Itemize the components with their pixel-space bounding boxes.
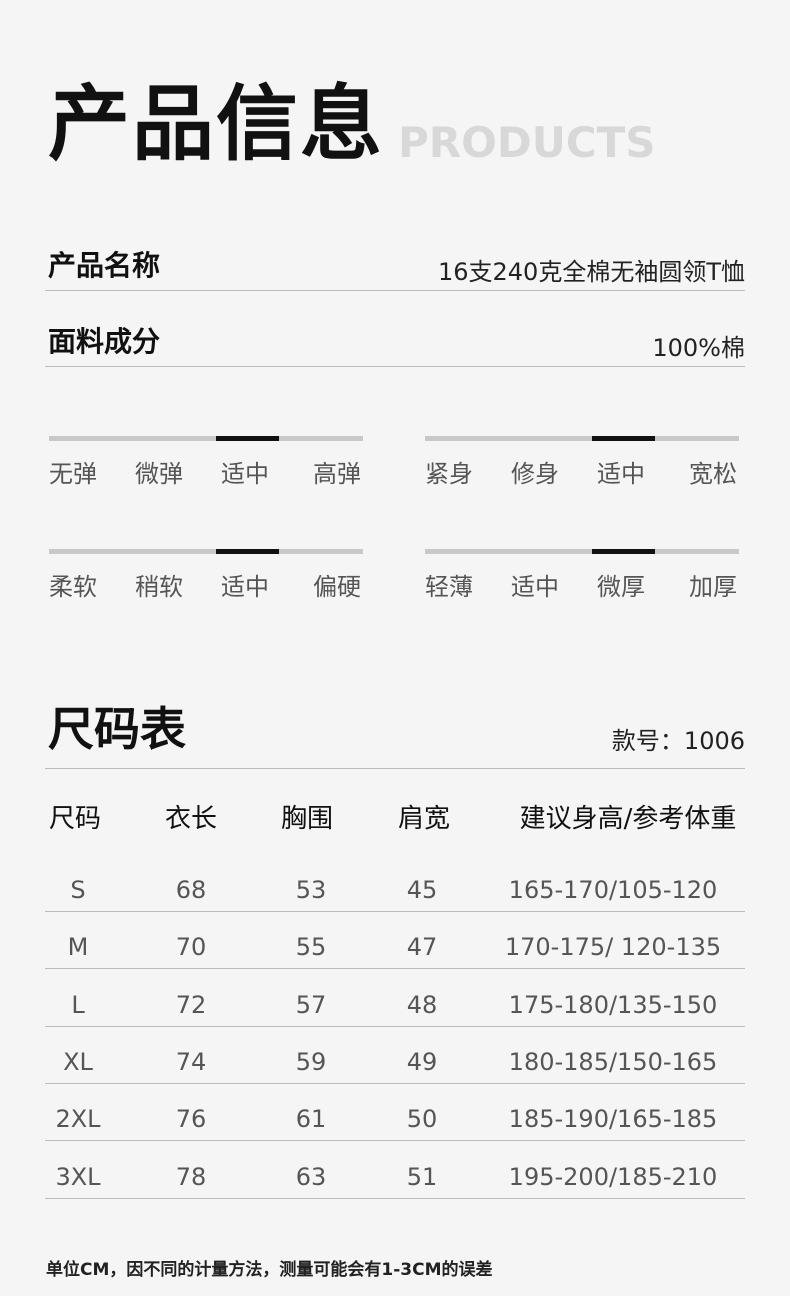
table-cell: 61	[295, 1105, 327, 1134]
table-cell: 55	[295, 933, 327, 962]
table-cell: 170-175/ 120-135	[504, 933, 722, 962]
table-cell: 180-185/150-165	[508, 1047, 718, 1076]
table-cell: 51	[406, 1162, 438, 1191]
scale-option: 微弹	[135, 460, 183, 488]
table-cell: 53	[295, 876, 327, 904]
scale-track	[425, 549, 739, 554]
scale-option: 适中	[511, 573, 559, 601]
scale-selected	[592, 549, 655, 554]
table-cell: 70	[175, 933, 207, 962]
table-cell: 45	[406, 876, 438, 904]
page-title: 产品信息	[48, 77, 385, 172]
scale-track	[49, 436, 363, 441]
info-label: 面料成分	[48, 325, 161, 358]
scale-selected	[592, 436, 655, 441]
table-title: 尺码表	[48, 702, 186, 756]
scale-option: 修身	[511, 460, 559, 488]
row-divider	[45, 1025, 745, 1027]
table-cell: 63	[295, 1162, 327, 1191]
table-cell: 78	[175, 1162, 207, 1191]
divider	[45, 366, 745, 367]
scale-option: 加厚	[689, 573, 737, 601]
scale-option: 适中	[597, 460, 645, 488]
row-divider	[45, 968, 745, 970]
footnote: 单位CM，因不同的计量方法，测量可能会有1-3CM的误差	[46, 1260, 493, 1280]
scale-track	[49, 549, 363, 554]
scale-option: 高弹	[313, 460, 361, 488]
style-number: 款号：1006	[611, 727, 745, 755]
scale-option: 紧身	[425, 460, 473, 488]
table-cell: 50	[406, 1105, 438, 1134]
scale-option: 偏硬	[313, 573, 361, 601]
table-cell: 68	[175, 876, 207, 904]
table-cell: S	[70, 876, 86, 904]
scale-option: 适中	[221, 573, 269, 601]
divider	[45, 768, 745, 769]
table-cell: 47	[406, 933, 438, 962]
scale-selected	[216, 549, 279, 554]
row-divider	[45, 1197, 745, 1199]
row-divider	[45, 1082, 745, 1084]
table-cell: M	[67, 933, 89, 962]
page-subtitle: PRODUCTS	[398, 118, 656, 167]
scale-selected	[216, 436, 279, 441]
column-header: 胸围	[280, 804, 334, 834]
table-cell: 3XL	[55, 1162, 101, 1191]
table-cell: 57	[295, 990, 327, 1019]
table-cell: 49	[406, 1047, 438, 1076]
table-cell: 175-180/135-150	[508, 990, 718, 1019]
scale-option: 无弹	[49, 460, 97, 488]
table-cell: 195-200/185-210	[508, 1162, 718, 1191]
table-cell: 165-170/105-120	[508, 876, 718, 904]
table-cell: 185-190/165-185	[508, 1105, 718, 1134]
row-divider	[45, 911, 745, 912]
column-header: 建议身高/参考体重	[519, 804, 737, 834]
table-cell: 76	[175, 1105, 207, 1134]
scale-option: 轻薄	[425, 573, 473, 601]
row-divider	[45, 1140, 745, 1142]
scale-option: 宽松	[689, 460, 737, 488]
column-header: 衣长	[164, 804, 218, 834]
table-cell: 72	[175, 990, 207, 1019]
scale-option: 微厚	[597, 573, 645, 601]
table-cell: 74	[175, 1047, 207, 1076]
scale-option: 稍软	[135, 573, 183, 601]
info-label: 产品名称	[48, 249, 161, 282]
table-cell: 2XL	[55, 1105, 101, 1134]
table-cell: L	[71, 990, 85, 1019]
column-header: 肩宽	[397, 804, 451, 834]
table-cell: XL	[63, 1047, 93, 1076]
column-header: 尺码	[48, 804, 102, 834]
info-value: 16支240克全棉无袖圆领T恤	[437, 258, 745, 286]
table-cell: 59	[295, 1047, 327, 1076]
table-cell: 48	[406, 990, 438, 1019]
info-value: 100%棉	[652, 334, 745, 362]
scale-track	[425, 436, 739, 441]
scale-option: 柔软	[49, 573, 97, 601]
scale-option: 适中	[221, 460, 269, 488]
divider	[45, 290, 745, 291]
